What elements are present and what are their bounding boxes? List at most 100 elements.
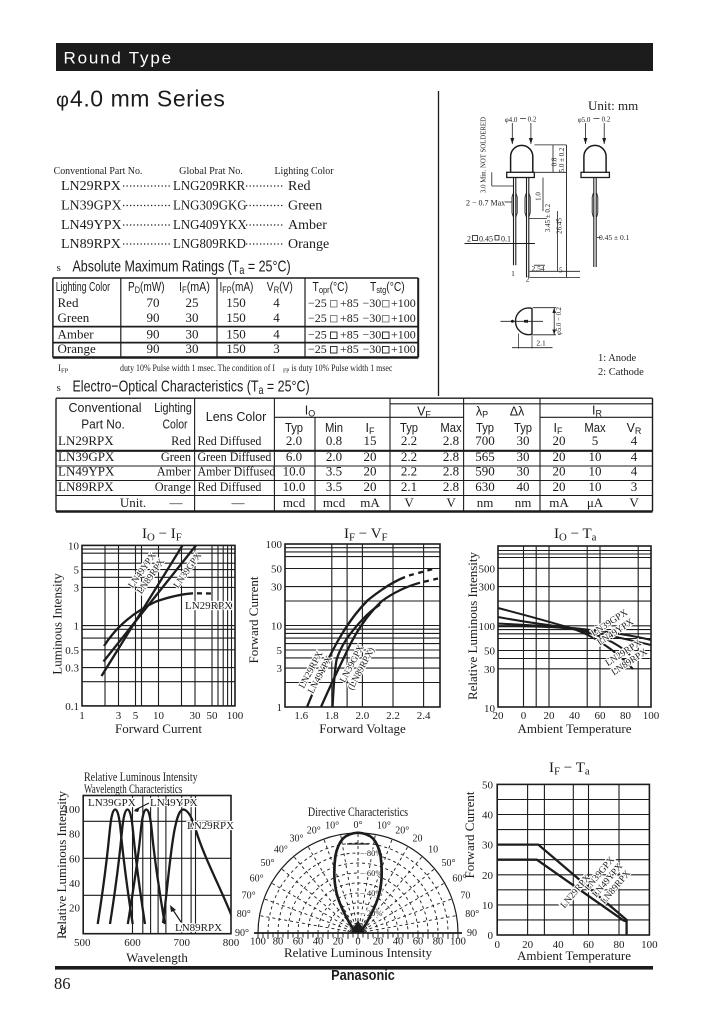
svg-text:0.1: 0.1 [65, 701, 79, 713]
svg-text:Tstg(°C): Tstg(°C) [370, 281, 405, 295]
svg-text:VR(V): VR(V) [267, 281, 293, 295]
svg-text:86: 86 [54, 974, 71, 993]
svg-text:50: 50 [482, 779, 494, 791]
svg-text:PD(mW): PD(mW) [128, 281, 165, 295]
svg-text:IO − Ta: IO − Ta [554, 526, 597, 544]
svg-text:3.5: 3.5 [326, 479, 342, 494]
svg-text:5.0 ± 0.2: 5.0 ± 0.2 [558, 147, 566, 172]
svg-text:Relative Luminous Intensity: Relative Luminous Intensity [465, 551, 480, 700]
svg-text:30°: 30° [290, 834, 304, 845]
svg-text:φ5.0: φ5.0 [578, 116, 591, 124]
svg-text:26.45: 26.45 [556, 218, 564, 234]
svg-text:20: 20 [553, 464, 566, 479]
svg-text:Ambient Temperature: Ambient Temperature [517, 721, 631, 736]
svg-text:Forward Voltage: Forward Voltage [319, 721, 406, 736]
svg-text:Luminous Intensity: Luminous Intensity [50, 573, 65, 675]
svg-text:300: 300 [479, 582, 496, 594]
svg-text:40: 40 [313, 937, 324, 948]
svg-text:Electro−Optical Characteristic: Electro−Optical Characteristics (Ta = 25… [73, 378, 310, 397]
svg-text:Red: Red [171, 434, 192, 448]
svg-text:Ambient Temperature: Ambient Temperature [517, 948, 631, 963]
svg-text:30: 30 [186, 327, 199, 342]
svg-text:10°: 10° [377, 821, 391, 832]
svg-text:630: 630 [475, 479, 495, 494]
svg-text:—: — [231, 495, 246, 510]
svg-text:3: 3 [273, 341, 280, 356]
svg-text:Typ: Typ [514, 420, 532, 435]
svg-text:60: 60 [595, 710, 607, 722]
svg-text:+85: +85 [340, 311, 359, 325]
svg-text:3.45 ± 0.2: 3.45 ± 0.2 [544, 203, 552, 232]
svg-text:LN29RPX: LN29RPX [185, 600, 232, 612]
svg-text:0: 0 [494, 939, 500, 951]
svg-text:LNG309GKG: LNG309GKG [173, 197, 247, 213]
svg-text:Color: Color [162, 419, 187, 432]
svg-text:10: 10 [589, 464, 602, 479]
svg-text:LNG209RKR: LNG209RKR [173, 178, 245, 194]
svg-text:15: 15 [364, 433, 377, 448]
svg-text:20°: 20° [307, 826, 321, 837]
svg-text:500: 500 [479, 563, 496, 575]
svg-text:80: 80 [620, 710, 632, 722]
svg-text:Δλ: Δλ [510, 405, 525, 419]
svg-text:Lighting: Lighting [154, 401, 192, 415]
svg-text:+85: +85 [340, 342, 359, 356]
svg-text:5: 5 [592, 433, 599, 448]
svg-text:−25: −25 [308, 296, 327, 310]
svg-text:20: 20 [373, 937, 384, 948]
svg-text:0.2: 0.2 [602, 116, 611, 124]
svg-text:40: 40 [553, 939, 565, 951]
svg-text:V: V [404, 495, 414, 510]
svg-text:3: 3 [74, 582, 80, 594]
svg-text:10: 10 [428, 845, 438, 856]
svg-text:60: 60 [69, 853, 81, 865]
svg-text:Typ: Typ [400, 420, 418, 435]
svg-text:30: 30 [482, 840, 494, 852]
svg-text:Green: Green [288, 199, 322, 214]
svg-text:1.8: 1.8 [325, 710, 339, 722]
svg-text:IO − IF: IO − IF [142, 526, 182, 544]
svg-text:20: 20 [553, 479, 566, 494]
svg-text:30: 30 [517, 449, 530, 464]
svg-text:LN29RPX: LN29RPX [187, 820, 234, 832]
svg-text:10.0: 10.0 [283, 479, 306, 494]
svg-text:2.8: 2.8 [443, 449, 459, 464]
svg-text:λP: λP [476, 405, 488, 420]
svg-text:IF − VF: IF − VF [344, 526, 388, 544]
svg-text:1: Anode: 1: Anode [598, 353, 637, 364]
svg-text:+100: +100 [391, 342, 416, 356]
svg-text:150: 150 [226, 295, 246, 310]
svg-text:Amber Diffused: Amber Diffused [198, 464, 277, 479]
svg-text:60°: 60° [250, 874, 264, 885]
svg-text:2.2: 2.2 [401, 433, 417, 448]
svg-text:50: 50 [271, 564, 283, 576]
svg-text:2.4: 2.4 [417, 710, 431, 722]
svg-text:0.2: 0.2 [528, 116, 537, 124]
svg-text:4.0 mm Series: 4.0 mm Series [70, 86, 225, 112]
svg-text:LN49YPX: LN49YPX [58, 464, 115, 479]
svg-text:LN89RPX: LN89RPX [58, 479, 114, 494]
svg-text:Orange: Orange [58, 341, 96, 356]
svg-text:Round Type: Round Type [64, 49, 173, 68]
svg-text:Amber: Amber [157, 464, 192, 478]
svg-text:mA: mA [549, 495, 569, 510]
svg-text:2.8: 2.8 [443, 479, 459, 494]
svg-text:LN39GPX: LN39GPX [58, 449, 115, 464]
svg-text:20: 20 [522, 939, 534, 951]
svg-text:40: 40 [569, 710, 581, 722]
svg-text:LN49YPX: LN49YPX [150, 797, 198, 809]
svg-text:0.8: 0.8 [326, 433, 342, 448]
svg-text:Relative Luminous Intensity: Relative Luminous Intensity [84, 771, 198, 784]
svg-text:Red: Red [288, 179, 311, 194]
svg-text:565: 565 [475, 449, 495, 464]
svg-text:2 − 0.7 Max: 2 − 0.7 Max [466, 198, 505, 207]
svg-text:Relative Luminous Intensity: Relative Luminous Intensity [54, 790, 69, 939]
svg-text:2.1: 2.1 [536, 339, 546, 348]
svg-text:Panasonic: Panasonic [331, 966, 395, 983]
svg-text:0.1: 0.1 [501, 235, 511, 244]
svg-text:nm: nm [515, 495, 532, 510]
svg-text:φ: φ [56, 90, 69, 112]
svg-text:80: 80 [69, 829, 81, 841]
svg-text:Wavelength: Wavelength [126, 950, 188, 965]
svg-text:80: 80 [273, 937, 284, 948]
